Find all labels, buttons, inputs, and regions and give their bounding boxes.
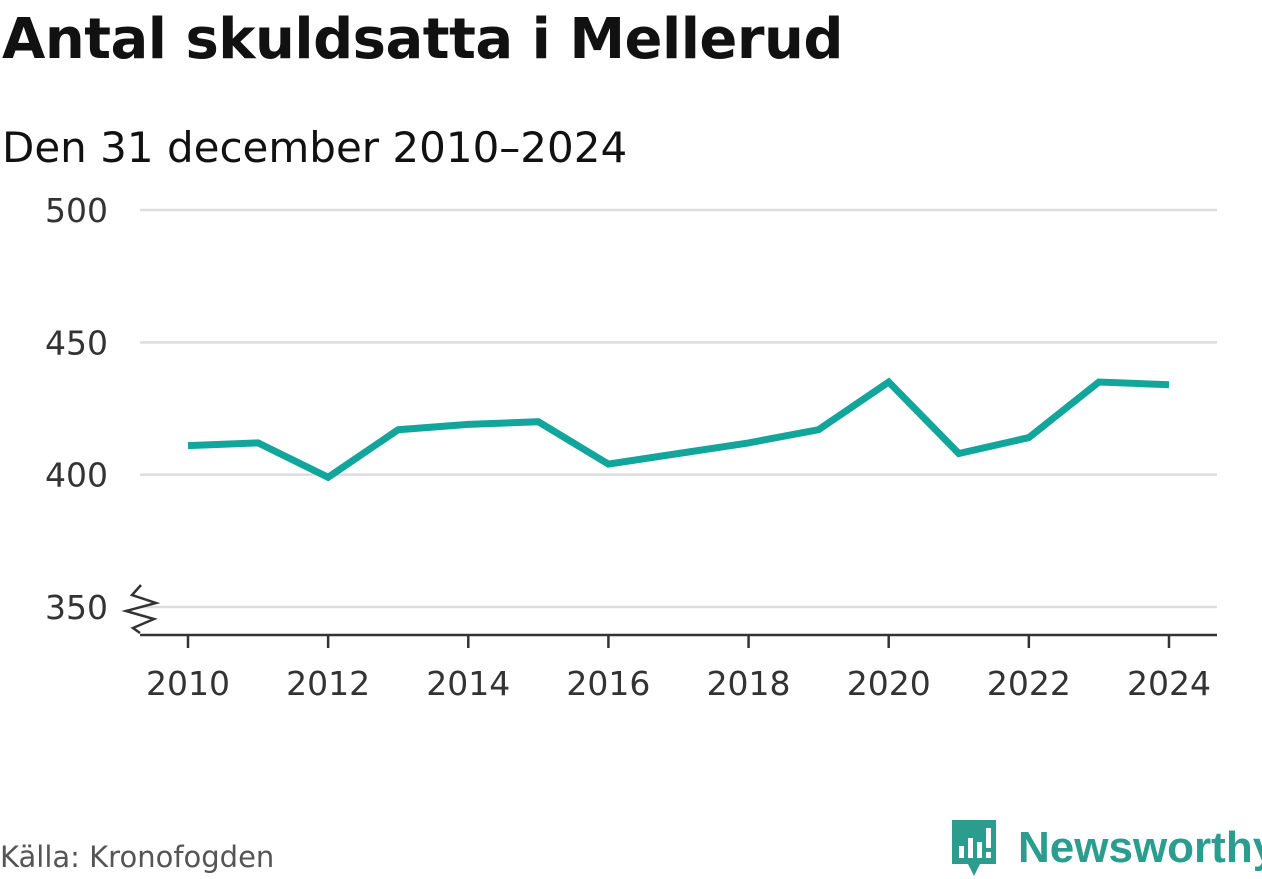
x-tick-label: 2012 <box>286 664 370 703</box>
series-line <box>187 377 1170 482</box>
x-tick-label: 2020 <box>847 664 931 703</box>
x-tick-label: 2014 <box>426 664 510 703</box>
y-tick-label: 400 <box>45 456 108 495</box>
y-tick-label: 350 <box>45 588 108 627</box>
brand-logo: Newsworthy <box>950 818 1262 878</box>
y-tick-label: 450 <box>45 323 108 362</box>
source-note: Källa: Kronofogden <box>0 840 275 874</box>
series <box>187 377 1170 482</box>
newsworthy-logo-icon <box>952 820 996 876</box>
chart-subtitle: Den 31 december 2010–2024 <box>2 123 628 172</box>
gridlines <box>140 208 1217 609</box>
y-axis: 350 400 450 500 <box>45 191 161 635</box>
brand-name: Newsworthy <box>1018 823 1262 872</box>
y-tick-label: 500 <box>45 191 108 230</box>
x-tick-label: 2016 <box>566 664 650 703</box>
x-tick-label: 2010 <box>146 664 230 703</box>
x-tick-label: 2022 <box>987 664 1071 703</box>
x-tick-label: 2024 <box>1127 664 1211 703</box>
chart-title: Antal skuldsatta i Mellerud <box>2 7 843 72</box>
axis-break-mark <box>121 584 161 635</box>
x-tick-label: 2018 <box>707 664 791 703</box>
x-axis: 2010 2012 2014 2016 2018 2020 2022 2024 <box>140 633 1217 703</box>
